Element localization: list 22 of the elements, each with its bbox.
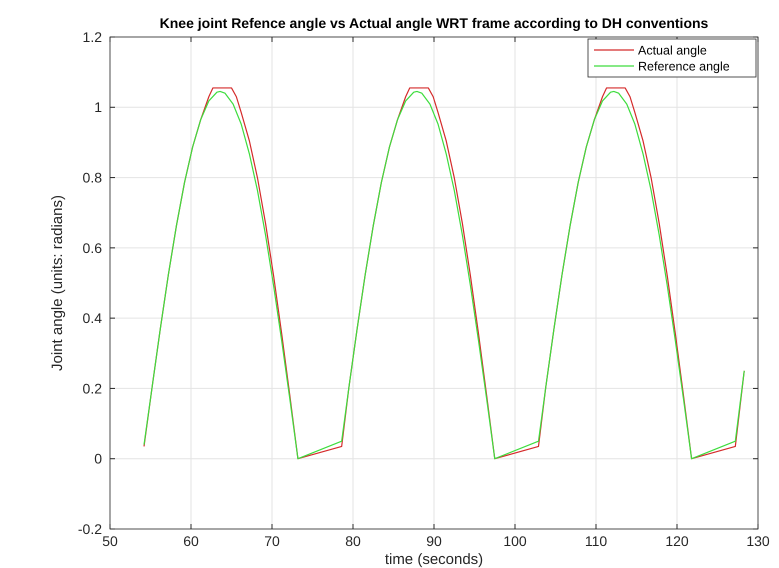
y-tick-label: 0.2 (82, 380, 102, 396)
x-tick-label: 130 (746, 533, 770, 549)
x-tick-label: 90 (426, 533, 442, 549)
x-tick-label: 80 (345, 533, 361, 549)
y-tick-label: 0.6 (82, 240, 102, 256)
y-tick-label: 1 (94, 99, 102, 116)
x-tick-label: 100 (503, 533, 527, 549)
legend-label: Reference angle (638, 59, 730, 74)
y-tick-label: -0.2 (78, 520, 102, 537)
x-tick-label: 70 (264, 533, 280, 549)
y-tick-label: 0 (94, 450, 102, 467)
y-axis-title: Joint angle (units: radians) (49, 195, 66, 371)
x-tick-label: 60 (183, 533, 199, 549)
x-tick-label: 110 (584, 533, 608, 549)
x-tick-label: 120 (665, 533, 689, 549)
chart-title: Knee joint Refence angle vs Actual angle WRT frame according to DH conventions (160, 15, 709, 31)
y-tick-label: 0.8 (82, 169, 102, 186)
legend-label: Actual angle (638, 43, 707, 58)
x-axis-title: time (seconds) (384, 551, 484, 568)
y-tick-label: 0.4 (82, 310, 102, 326)
x-tick-label: 50 (102, 533, 118, 549)
y-tick-label: 1.2 (82, 28, 102, 45)
